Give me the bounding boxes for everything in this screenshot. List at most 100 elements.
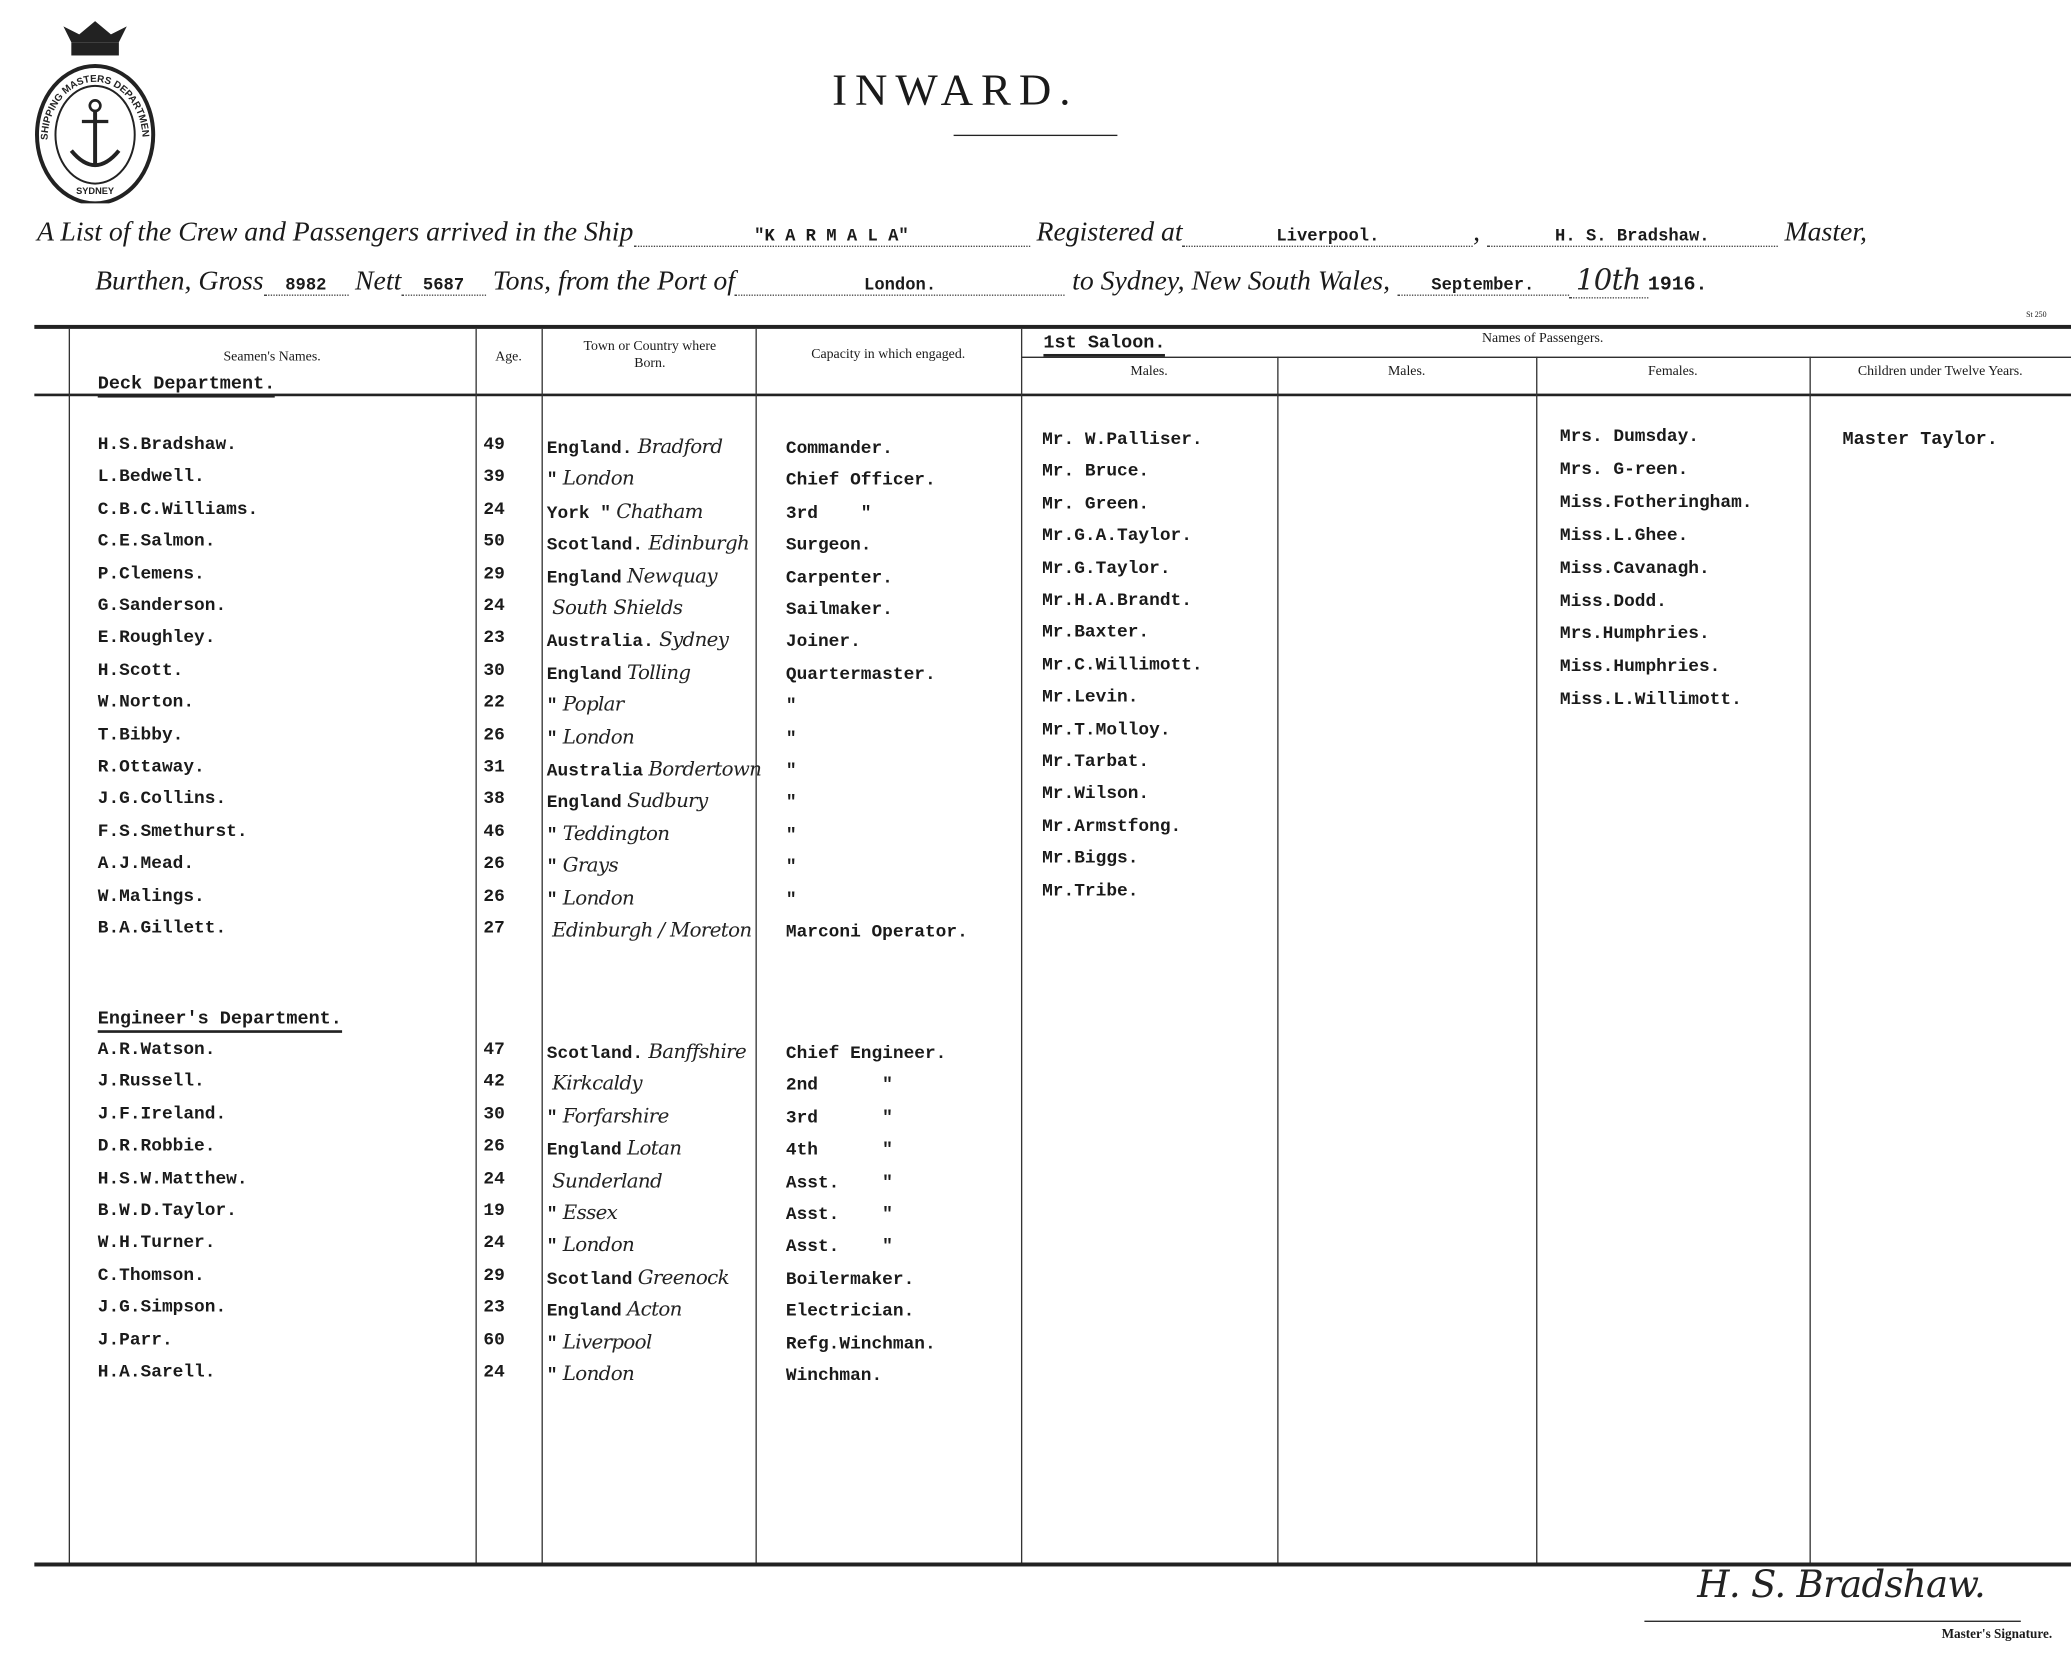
capacity-engaged: Asst. " xyxy=(785,1173,893,1194)
birthplace-cell: " Essex xyxy=(547,1202,781,1226)
table-row: B.A.Gillett. 27 Edinburgh / Moreton Marconi… xyxy=(0,919,968,951)
town-born-handwritten: Bradford xyxy=(637,434,723,459)
table-row: H.Scott. 30 England Tolling Quartermaster. xyxy=(0,661,936,693)
town-born-handwritten: Essex xyxy=(562,1200,618,1225)
seaman-name: J.Parr. xyxy=(97,1330,173,1351)
table-row: J.Parr. 60 " Liverpool Refg.Winchman. xyxy=(0,1331,936,1363)
passenger-male: Mr.G.Taylor. xyxy=(1042,559,1171,580)
birthplace-and-capacity: " Teddington " xyxy=(547,823,797,847)
birthplace-and-capacity: " London Asst. " xyxy=(547,1234,893,1258)
passenger-female: Miss.L.Ghee. xyxy=(1559,526,1689,547)
table-row: F.S.Smethurst. 46 " Teddington " xyxy=(0,823,797,855)
birthplace-cell: England Newquay xyxy=(547,565,781,589)
seaman-age: 29 xyxy=(483,1266,505,1287)
capacity-engaged: Refg.Winchman. xyxy=(785,1334,936,1355)
signature-label: Master's Signature. xyxy=(1941,1627,2053,1642)
passenger-male: Mr.Tribe. xyxy=(1042,881,1139,902)
seaman-name: R.Ottaway. xyxy=(97,758,205,778)
seaman-age: 23 xyxy=(483,1298,505,1319)
birthplace-and-capacity: England Sudbury " xyxy=(547,790,797,814)
capacity-engaged: " xyxy=(785,697,797,718)
capacity-engaged: Chief Officer. xyxy=(785,472,936,492)
seaman-name: W.Norton. xyxy=(97,693,195,714)
capacity-engaged: Asst. " xyxy=(785,1238,893,1258)
column-divider xyxy=(1536,356,1538,1563)
birthplace-and-capacity: " Liverpool Refg.Winchman. xyxy=(547,1331,936,1355)
birthplace-cell: England Sudbury xyxy=(547,790,781,814)
seaman-name: C.Thomson. xyxy=(97,1266,205,1287)
town-born-handwritten: Acton xyxy=(627,1297,682,1322)
column-divider xyxy=(755,328,757,1563)
title-ornament xyxy=(953,134,1118,137)
seaman-age: 39 xyxy=(483,468,505,488)
birthplace-and-capacity: Kirkcaldy 2nd " xyxy=(547,1073,893,1097)
birthplace-and-capacity: Scotland Greenock Boilermaker. xyxy=(547,1266,914,1290)
country-born: " xyxy=(546,1334,558,1355)
birthplace-and-capacity: " London Winchman. xyxy=(547,1363,882,1387)
town-born-handwritten: Newquay xyxy=(627,563,718,588)
engineers-department-heading: Engineer's Department. xyxy=(97,1009,342,1033)
capacity-engaged: " xyxy=(785,762,797,782)
birthplace-and-capacity: England Tolling Quartermaster. xyxy=(547,661,936,685)
town-born-handwritten: Kirkcaldy xyxy=(552,1071,642,1096)
table-row: W.Malings. 26 " London " xyxy=(0,887,797,919)
registered-port: Liverpool. xyxy=(1182,226,1474,248)
passenger-male: Mr.Baxter. xyxy=(1042,623,1150,644)
country-born: England xyxy=(546,568,622,589)
table-row: W.Norton. 22 " Poplar " xyxy=(0,694,797,726)
capacity-engaged: " xyxy=(785,794,797,815)
header-females: Females. xyxy=(1647,364,1698,380)
passenger-male: Mr.H.A.Brandt. xyxy=(1042,591,1192,612)
passenger-female: Miss.L.Willimott. xyxy=(1559,691,1742,711)
seaman-name: G.Sanderson. xyxy=(97,597,227,617)
country-born: " xyxy=(546,729,558,750)
birthplace-cell: " Liverpool xyxy=(547,1331,781,1355)
town-born-handwritten: Sudbury xyxy=(627,789,708,813)
country-born: " xyxy=(546,858,558,879)
capacity-engaged: Surgeon. xyxy=(785,536,872,557)
country-born: Scotland. xyxy=(546,536,644,557)
seaman-age: 47 xyxy=(483,1040,505,1061)
town-born-handwritten: Bordertown xyxy=(648,756,762,781)
first-saloon-label: 1st Saloon. xyxy=(1043,333,1166,357)
seaman-name: J.G.Simpson. xyxy=(97,1298,227,1319)
arrival-day: 10th xyxy=(1568,265,1648,299)
column-divider xyxy=(1277,356,1279,1563)
passenger-male: Mr.Wilson. xyxy=(1042,785,1150,805)
country-born: England xyxy=(546,1141,622,1162)
birthplace-and-capacity: " London " xyxy=(547,887,797,911)
seaman-age: 26 xyxy=(483,1137,505,1158)
capacity-engaged: Quartermaster. xyxy=(785,665,936,686)
capacity-engaged: 4th " xyxy=(785,1141,893,1162)
table-row: C.Thomson. 29 Scotland Greenock Boilermaker. xyxy=(0,1266,915,1298)
birthplace-cell: " Grays xyxy=(547,855,781,879)
country-born: " xyxy=(546,826,558,847)
capacity-engaged: " xyxy=(785,729,797,750)
deck-department-heading: Deck Department. xyxy=(97,374,276,398)
birthplace-cell: Australia. Sydney xyxy=(547,629,781,653)
capacity-engaged: " xyxy=(785,826,797,847)
town-born-handwritten: London xyxy=(562,1361,635,1386)
seaman-age: 27 xyxy=(483,919,505,940)
table-row: A.R.Watson. 47 Scotland. Banffshire Chief En… xyxy=(0,1041,947,1073)
passenger-male: Mr. Green. xyxy=(1042,495,1150,515)
birthplace-and-capacity: England. Bradford Commander. xyxy=(547,436,893,460)
capacity-engaged: 3rd " xyxy=(785,504,872,525)
passenger-male: Mr. W.Palliser. xyxy=(1042,430,1203,451)
capacity-engaged: Winchman. xyxy=(785,1367,883,1387)
birthplace-and-capacity: " Essex Asst. " xyxy=(547,1202,893,1226)
header-line-1: A List of the Crew and Passengers arrive… xyxy=(36,215,1867,248)
seaman-name: F.S.Smethurst. xyxy=(97,822,248,843)
country-born: Scotland xyxy=(546,1270,633,1291)
table-row: H.S.W.Matthew. 24 Sunderland Asst. " xyxy=(0,1170,893,1202)
capacity-engaged: Electrician. xyxy=(785,1302,915,1323)
seaman-age: 30 xyxy=(483,1105,505,1126)
passenger-male: Mr.C.Willimott. xyxy=(1042,656,1203,676)
passenger-child: Master Taylor. xyxy=(1842,429,1998,451)
passenger-female: Miss.Dodd. xyxy=(1559,592,1667,613)
country-born: " xyxy=(546,1238,558,1258)
column-divider xyxy=(68,328,71,1563)
birthplace-cell: " London xyxy=(547,468,781,492)
birthplace-cell: Sunderland xyxy=(547,1170,781,1192)
seaman-age: 50 xyxy=(483,532,505,553)
